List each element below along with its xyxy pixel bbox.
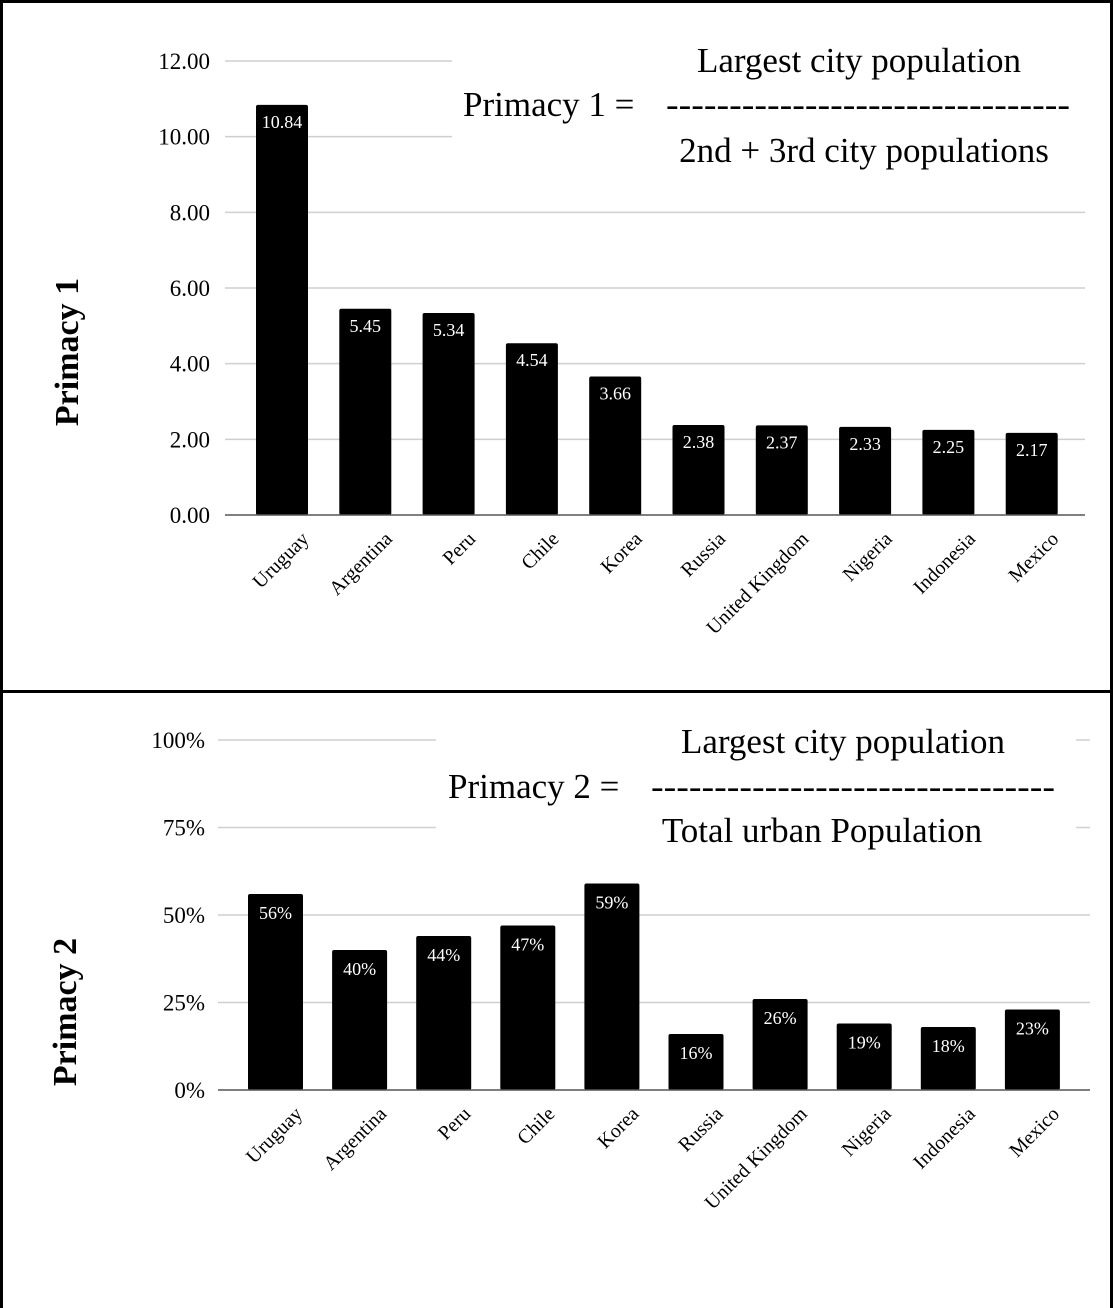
bar [920, 1027, 976, 1090]
bar [1004, 1009, 1060, 1090]
bar-data-label: 23% [1016, 1019, 1049, 1039]
y-tick-label: 12.00 [158, 49, 210, 74]
bar [256, 104, 308, 516]
x-category-label: Uruguay [248, 528, 313, 593]
bar [836, 1023, 892, 1090]
y-tick-label: 2.00 [170, 427, 210, 452]
bar [500, 925, 556, 1090]
bar-data-label: 59% [595, 893, 628, 913]
formula-1-denominator: 2nd + 3rd city populations [679, 131, 1049, 170]
bar-data-label: 40% [343, 959, 376, 979]
y-tick-label: 10.00 [158, 125, 210, 150]
bar-data-label: 47% [511, 935, 544, 955]
bar [248, 894, 303, 1090]
bar [339, 308, 392, 515]
bar [505, 343, 558, 515]
x-category-label: Chile [513, 1103, 559, 1149]
bar [839, 426, 892, 515]
x-category-label: Korea [597, 528, 647, 578]
primacy-1-panel [0, 0, 1113, 692]
bar [922, 429, 975, 515]
x-category-label: Russia [677, 528, 730, 581]
bar-data-label: 5.45 [350, 316, 382, 336]
bar-data-label: 2.37 [766, 432, 798, 452]
y-tick-label: 0% [174, 1078, 205, 1103]
y-tick-label: 0.00 [170, 503, 210, 528]
y-tick-label: 50% [163, 903, 205, 928]
formula-1-backdrop [452, 38, 1092, 178]
formula-2-lhs: Primacy 2 = [448, 767, 619, 806]
primacy-2-panel [0, 690, 1113, 1308]
bar-data-label: 18% [932, 1036, 965, 1056]
y-axis-label: Primacy 1 [49, 278, 86, 426]
x-category-label: Argentina [325, 528, 397, 600]
bar [422, 312, 475, 515]
x-category-label: Chile [517, 528, 563, 574]
bar-data-label: 19% [848, 1033, 881, 1053]
bar [755, 425, 808, 515]
primacy-1-chart: 0.00 2.00 4.00 6.00 8.00 10.00 12.00 10.84 5.45… [49, 38, 1092, 639]
x-category-label: Peru [439, 528, 480, 569]
bar [752, 999, 808, 1090]
x-category-label: Indonesia [909, 528, 980, 599]
x-category-label: Argentina [319, 1103, 391, 1175]
y-tick-label: 25% [163, 991, 205, 1016]
bar [668, 1034, 724, 1090]
bar-data-label: 2.33 [849, 434, 881, 454]
x-category-label: Mexico [1005, 1103, 1064, 1162]
bar [672, 424, 725, 515]
x-category-label: Nigeria [838, 1103, 896, 1161]
formula-2-denominator: Total urban Population [662, 811, 982, 850]
bar [589, 376, 642, 515]
x-category-label: Russia [674, 1103, 727, 1156]
primacy-2-chart: 0% 25% 50% 75% 100% 56% 40% 44% 47% 59% 16% 26% 19%… [47, 720, 1090, 1214]
bar-data-label: 16% [680, 1043, 713, 1063]
bar [584, 883, 640, 1090]
bar-data-label: 10.84 [262, 112, 303, 132]
formula-1-lhs: Primacy 1 = [463, 85, 634, 124]
bar [1005, 432, 1058, 515]
bar-data-label: 5.34 [433, 320, 465, 340]
y-tick-label: 6.00 [170, 276, 210, 301]
y-tick-label: 4.00 [170, 352, 210, 377]
x-category-label: Korea [593, 1103, 643, 1153]
x-category-label: Peru [434, 1103, 475, 1144]
formula-2-backdrop [436, 720, 1076, 860]
y-tick-label: 75% [163, 816, 205, 841]
x-category-label: Uruguay [242, 1103, 307, 1168]
bar-data-label: 4.54 [516, 350, 548, 370]
formula-1-divider: -------------------------------- [666, 85, 1070, 124]
formula-2-numerator: Largest city population [681, 722, 1005, 761]
y-tick-label: 8.00 [170, 200, 210, 225]
y-tick-label: 100% [151, 728, 205, 753]
bar-data-label: 56% [259, 903, 292, 923]
formula-1-numerator: Largest city population [697, 41, 1021, 80]
x-category-label: Nigeria [839, 528, 897, 586]
bar-data-label: 26% [764, 1008, 797, 1028]
bar-data-label: 2.25 [933, 437, 965, 457]
bar-data-label: 3.66 [599, 384, 631, 404]
bar-data-label: 2.17 [1016, 440, 1048, 460]
bar-data-label: 2.38 [683, 432, 715, 452]
formula-2-divider: -------------------------------- [651, 767, 1055, 806]
bar [332, 950, 388, 1090]
bar [416, 936, 472, 1090]
y-axis-label: Primacy 2 [47, 938, 84, 1086]
bar-data-label: 44% [427, 945, 460, 965]
x-category-label: Indonesia [909, 1103, 980, 1174]
x-category-label: Mexico [1004, 528, 1063, 587]
